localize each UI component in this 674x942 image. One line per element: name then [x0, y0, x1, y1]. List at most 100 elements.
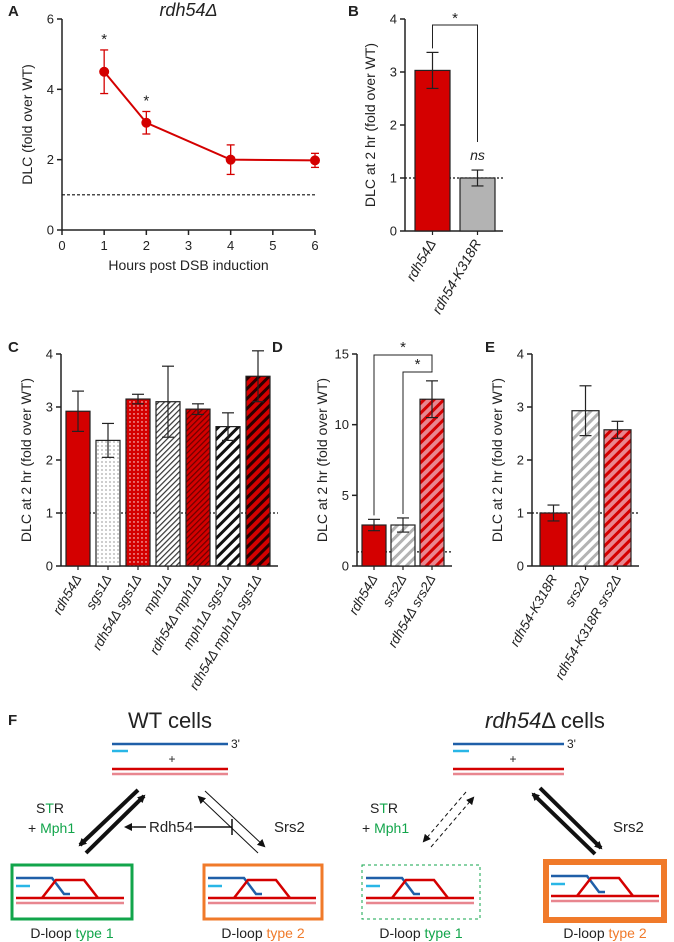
d-category-label: rdh54Δ	[346, 572, 381, 617]
rdh54-dloop-type1-label: D-loop type 1	[379, 925, 462, 941]
str-t2: T	[379, 800, 388, 816]
cells-part: Δ cells	[541, 708, 605, 733]
wt-three-prime: 3'	[231, 737, 240, 751]
a-x-tick-label: 5	[269, 238, 276, 253]
b-significance-mark: *	[452, 10, 458, 27]
wt-mph1-label: + Mph1	[28, 820, 75, 836]
rdh54-mph1-label: + Mph1	[362, 820, 409, 836]
wt-arrow-srs2-reverse	[197, 795, 259, 854]
rdh54-dloop-type2-strands	[551, 874, 659, 903]
d-y-tick-label: 0	[342, 559, 349, 574]
wt-srs2-label: Srs2	[274, 819, 305, 836]
wt-dloop-type2-box	[202, 863, 324, 921]
c-bar	[185, 408, 211, 567]
type2-word-4: type 2	[609, 925, 647, 941]
chart-panel-e: 0 1 2 3 4 DLC at 2 hr (fold over WT) rdh54-K31…	[489, 347, 639, 682]
e-category-label: rdh54-K318R	[507, 572, 560, 649]
b-y-tick-label: 1	[390, 171, 397, 186]
str-s2: S	[370, 800, 379, 816]
a-y-tick-label: 0	[47, 223, 54, 238]
a-x-axis-label: Hours post DSB induction	[108, 257, 268, 273]
b-category-label: rdh54Δ	[403, 237, 439, 284]
b-y-axis-label: DLC at 2 hr (fold over WT)	[362, 43, 378, 207]
c-bar	[125, 398, 151, 567]
d-y-tick-label: 10	[335, 417, 349, 432]
rdh54-dloop-type1-box	[361, 864, 481, 920]
d-category-label: srs2Δ	[379, 572, 409, 609]
a-y-tick-label: 2	[47, 152, 54, 167]
wt-dloop-type2-strands	[208, 876, 316, 905]
rdh54-arrow-srs2-forward	[538, 786, 603, 850]
e-bar	[603, 429, 632, 567]
mph1-prefix2: +	[362, 820, 374, 836]
dloop-red-bubble	[41, 878, 99, 899]
wt-dloop-type1-box	[10, 863, 134, 921]
str-r2: R	[388, 800, 398, 816]
a-data-point	[225, 154, 236, 165]
dloop-word-2: D-loop	[221, 925, 262, 941]
d-y-tick-label: 15	[335, 347, 349, 362]
b-y-tick-label: 2	[390, 118, 397, 133]
e-y-tick-label: 3	[517, 400, 524, 415]
rdh54-italic-part: rdh54	[485, 708, 541, 733]
rdh54-plus-sign: +	[509, 752, 516, 766]
a-significance-mark: *	[101, 31, 107, 48]
chart-panel-a: 0 2 4 6 DLC (fold over WT) 0 1 2 3 4 5 6 Hours post …	[19, 0, 320, 273]
rdh54-dloop-type2-box	[543, 859, 667, 923]
wt-arrow-str-reverse	[84, 794, 146, 855]
chart-panel-c: 0 1 2 3 4 DLC at 2 hr (fold over WT) rdh54Δsgs…	[18, 347, 278, 693]
d-y-axis-label: DLC at 2 hr (fold over WT)	[314, 378, 330, 542]
dloop-blue-strand	[551, 874, 605, 894]
a-data-point	[310, 155, 320, 166]
b-bar	[414, 69, 451, 232]
wt-arrow-str-forward	[78, 788, 140, 847]
c-category-label: rdh54Δ	[50, 572, 85, 617]
wt-str-label: STR	[36, 800, 64, 816]
wt-dna-substrate	[112, 742, 228, 776]
panel-label-d: D	[272, 339, 283, 356]
rdh54-str-label: STR	[370, 800, 398, 816]
b-bar	[459, 177, 496, 232]
d-bar	[419, 398, 445, 567]
panel-label-f: F	[8, 712, 17, 729]
a-title: rdh54Δ	[159, 0, 217, 20]
str-s: S	[36, 800, 45, 816]
type2-word-2: type 2	[267, 925, 305, 941]
rdh54-arrow-str-reverse	[430, 796, 475, 848]
a-x-tick-label: 2	[143, 238, 150, 253]
b-y-tick-label: 0	[390, 224, 397, 239]
e-y-tick-label: 2	[517, 453, 524, 468]
e-category-label: srs2Δ	[562, 572, 592, 609]
a-x-tick-label: 1	[101, 238, 108, 253]
rdh54-dna-substrate	[453, 742, 564, 776]
b-comparison-bracket	[432, 24, 478, 143]
b-y-tick-label: 4	[390, 12, 397, 27]
rdh54-three-prime: 3'	[567, 737, 576, 751]
str-t: T	[45, 800, 54, 816]
chart-panel-d: 0 5 10 15 DLC at 2 hr (fold over WT) rdh54Δsr…	[314, 339, 452, 650]
b-category-label: rdh54-K318R	[429, 237, 484, 317]
a-x-tick-label: 4	[227, 238, 234, 253]
a-data-point	[141, 117, 152, 128]
a-y-tick-label: 4	[47, 82, 54, 97]
c-y-tick-label: 2	[46, 453, 53, 468]
c-y-tick-label: 1	[46, 506, 53, 521]
c-y-tick-label: 3	[46, 400, 53, 415]
panel-label-e: E	[485, 339, 495, 356]
dloop-red-bubble	[391, 878, 449, 899]
d-significance-mark-2: *	[415, 356, 421, 373]
chart-panel-b: 0 1 2 3 4 DLC at 2 hr (fold over WT) rdh54Δrdh…	[362, 10, 503, 317]
d-comparison-bracket-2	[402, 370, 433, 514]
dloop-red-bubble	[576, 876, 634, 897]
e-y-axis-label: DLC at 2 hr (fold over WT)	[489, 378, 505, 542]
a-x-tick-label: 3	[185, 238, 192, 253]
wt-cells-title: WT cells	[128, 708, 212, 733]
dloop-blue-strand	[16, 876, 70, 896]
mph1-prefix: +	[28, 820, 40, 836]
type1-word-3: type 1	[425, 925, 463, 941]
str-r: R	[54, 800, 64, 816]
dloop-word-1: D-loop	[30, 925, 71, 941]
d-significance-mark-1: *	[400, 339, 406, 356]
e-category-label: rdh54-K318R srs2Δ	[552, 572, 624, 682]
